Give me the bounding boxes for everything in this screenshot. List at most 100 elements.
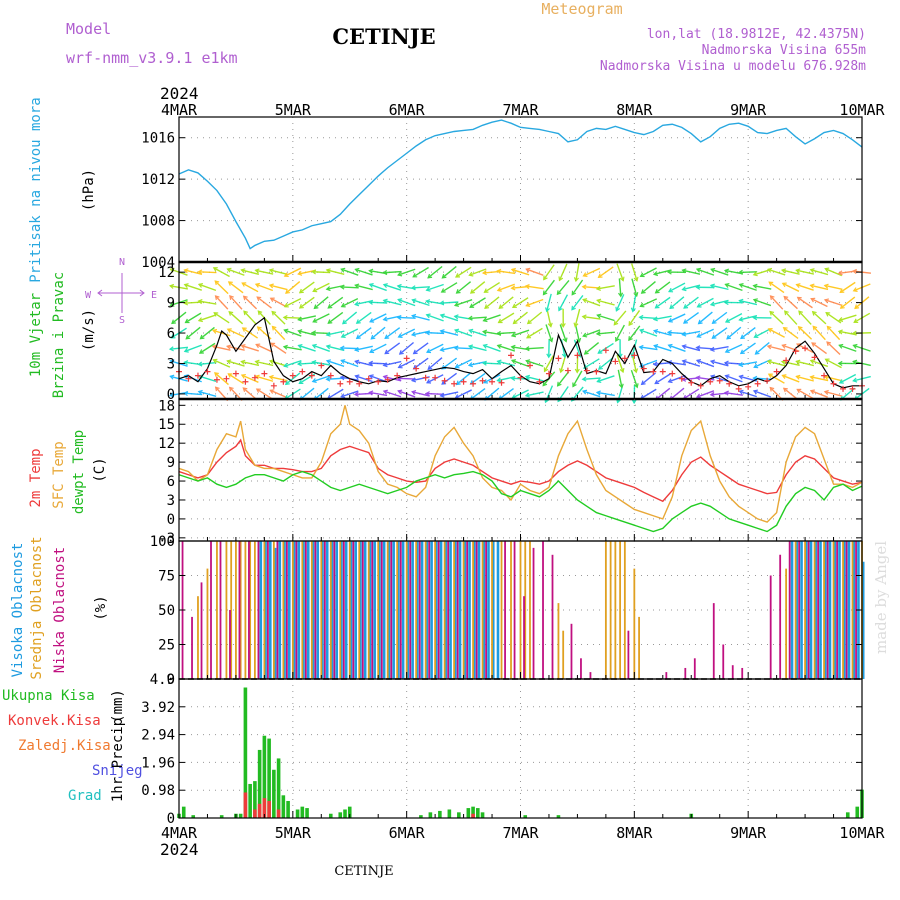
gust-mark [849,385,856,392]
wind-arrow [653,315,672,321]
precip-bar [281,795,286,818]
wind-arrow [630,369,638,388]
wind-arrow [456,372,471,386]
wind-arrow-head [368,374,374,380]
wind-arrow-head [169,359,175,365]
wind-arrow-head [183,374,189,380]
wind-arrow-head [269,389,275,394]
precip-legend-item: Konvek.Kisa [8,713,101,729]
wind-arrow [355,284,373,291]
wind-arrow-head [783,295,789,301]
gust-mark [764,377,771,384]
wind-arrow-head [726,334,732,340]
wind-arrow-head [633,276,639,282]
wind-arrow-head [382,283,388,288]
wind-arrow [241,282,259,293]
wind-arrow [271,325,286,341]
wind-arrow-head [368,268,374,274]
wind-arrow [511,268,530,276]
wind-arrow-head [510,332,517,338]
gust-mark [583,367,590,374]
wind-arrow [454,329,473,337]
wind-arrow [227,360,245,367]
wind-arrow-head [511,303,517,309]
wind-arrow-head [652,271,659,277]
wind-arrow [669,387,685,401]
wind-arrow [753,268,772,276]
wind-arrow-head [211,344,217,350]
gust-mark [394,372,401,379]
wind-arrow-head [615,336,620,342]
wind-arrow-head [809,374,815,380]
wind-arrow-head [633,292,639,298]
wind-arrow-head [283,302,289,308]
wind-arrow-head [197,299,203,305]
wind-arrow-head [654,379,660,385]
panel-precip: 0 0.98 1.96 2.94 3.92 4.9 [141,672,864,827]
wind-arrow-head [242,295,248,301]
wind-arrow [545,324,553,342]
wind-arrow [468,345,487,352]
wind-arrow-head [574,368,580,374]
wind-arrow [525,375,544,382]
series-line-temp2m [178,438,863,503]
wind-arrow-head [424,391,430,397]
wind-arrow [241,360,260,367]
gust-mark [536,378,543,385]
wind-arrow-head [709,359,716,365]
x-tick-label-top: 8MAR [616,101,653,119]
wind-arrow [397,377,416,380]
wind-arrow-head [297,316,303,322]
wind-arrow [498,388,514,400]
wind-arrow [696,376,715,381]
gust-mark [508,352,515,359]
wind-arrow [369,313,387,323]
x-tick-label-bottom: 8MAR [616,824,653,842]
panels: 1004100810121016036912-30369121518025507… [2,97,872,827]
wind-arrow-head [439,392,445,398]
y-tick-label: 18 [158,398,175,414]
wind-arrow [440,330,459,336]
y-tick-label: 0.98 [141,783,175,799]
wind-arrow [511,359,530,368]
wind-arrow [826,325,841,341]
wind-arrow-head [427,365,433,371]
wind-arrow [768,328,785,338]
wind-arrow-head [823,283,829,289]
wind-arrow-head [711,319,717,324]
x-tick-label-top: 6MAR [389,101,426,119]
wind-arrow-head [795,268,801,274]
wind-arrow-head [666,269,672,275]
gust-mark [773,368,780,375]
wind-arrow [526,327,543,339]
wind-arrow-head [185,334,191,340]
wind-arrow [355,375,373,383]
wind-arrow-head [467,362,473,368]
wind-arrow-head [340,359,346,364]
wind-arrow [440,391,459,397]
wind-arrow-head [752,298,758,304]
wind-arrow-head [738,389,744,395]
wind-arrow-head [455,289,461,294]
wind-arrow-head [382,362,388,368]
wind-arrow-head [753,333,759,339]
precip-bar [267,800,271,818]
wind-arrow [256,296,272,309]
wind-arrow-head [767,373,773,379]
wind-arrow-head [619,276,625,282]
wind-arrow-head [439,329,445,335]
wind-arrow [198,283,217,292]
wind-arrow [326,269,345,276]
y-tick-label: 1012 [141,172,175,188]
wind-arrow-head [838,343,844,349]
ylabel-2m-temp: 2m Temp [28,448,44,507]
wind-arrow-head [738,269,743,275]
x-tick-label-top: 10MAR [839,101,885,119]
wind-arrow [596,285,615,290]
wind-arrow-head [633,368,639,374]
precip-bar [276,809,281,818]
wind-arrow [769,295,784,310]
wind-arrow-head [269,297,275,303]
wind-arrow-head [410,377,417,383]
